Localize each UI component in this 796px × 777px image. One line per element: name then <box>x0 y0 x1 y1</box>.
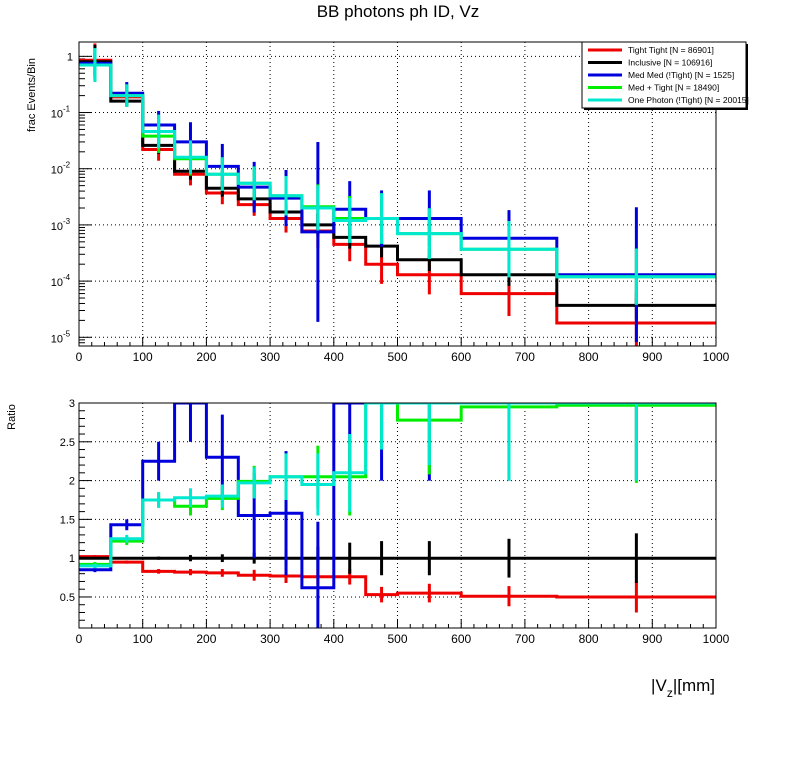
bottom-panel: 0 100 200 300 400 500 600 700 800 900 1000 0.5 1 1.5 2… <box>6 398 730 700</box>
legend-item-onephoton: One Photon (!Tight) [N = 20015] <box>588 95 749 105</box>
top-y-tick-exponent: -2 <box>63 161 71 170</box>
bottom-x-tick-label: 900 <box>642 632 662 646</box>
top-y-tick-exponent: -1 <box>63 105 71 114</box>
bottom-data <box>79 403 716 628</box>
top-x-tick-label: 200 <box>196 350 216 364</box>
bottom-x-tick-label: 200 <box>196 632 216 646</box>
top-y-axis-label: frac Events/Bin <box>26 58 38 132</box>
top-y-tick-exponent: -5 <box>63 329 71 338</box>
legend-label-medmed: Med Med (!Tight) [N = 1525] <box>628 70 734 80</box>
bottom-y-tick-label: 2.5 <box>60 437 75 449</box>
bottom-x-tick-label: 600 <box>451 632 471 646</box>
legend: Tight Tight [N = 86901] Inclusive [N = 10… <box>581 41 749 110</box>
top-panel: 0 100 200 300 400 500 600 700 800 900 100010-510-4… <box>26 41 749 364</box>
bottom-step-line-tight <box>79 555 716 599</box>
bottom-y-tick-label: 0.5 <box>60 592 75 604</box>
bottom-x-tick-label: 700 <box>515 632 535 646</box>
legend-label-medtight: Med + Tight [N = 18490] <box>628 83 719 93</box>
top-data <box>79 43 716 346</box>
legend-item-inclusive: Inclusive [N = 106916] <box>588 58 712 68</box>
legend-item-tight: Tight Tight [N = 86901] <box>588 45 714 55</box>
legend-label-onephoton: One Photon (!Tight) [N = 20015] <box>628 95 749 105</box>
bottom-x-tick-label: 1000 <box>703 632 730 646</box>
top-x-tick-label: 1000 <box>703 350 730 364</box>
legend-item-medtight: Med + Tight [N = 18490] <box>588 83 719 93</box>
bottom-y-tick-label: 2 <box>69 476 75 488</box>
bottom-y-tick-label: 1 <box>69 553 75 565</box>
top-x-tick-label: 700 <box>515 350 535 364</box>
top-y-tick-label: 10 <box>51 277 63 289</box>
top-y-tick-label: 10 <box>51 221 63 233</box>
top-x-tick-label: 600 <box>451 350 471 364</box>
x-axis-label-subscript: z <box>667 686 673 700</box>
x-axis-label: |Vz|[mm] <box>651 676 715 700</box>
bottom-y-tick-label: 3 <box>69 398 75 410</box>
top-y-tick-label: 10 <box>51 109 63 121</box>
top-y-tick-label: 10 <box>51 333 63 345</box>
bottom-x-tick-label: 800 <box>579 632 599 646</box>
top-x-tick-label: 400 <box>324 350 344 364</box>
top-ticks <box>78 55 717 347</box>
x-axis-label-prefix: |V <box>651 676 667 695</box>
bottom-plot-frame <box>78 402 717 629</box>
bottom-series-onephoton <box>79 403 716 569</box>
legend-item-medmed: Med Med (!Tight) [N = 1525] <box>588 70 734 80</box>
top-y-tick-label: 1 <box>67 51 73 63</box>
top-plot-frame <box>78 41 717 347</box>
chart-title: BB photons ph ID, Vz <box>317 2 480 21</box>
bottom-y-tick-label: 1.5 <box>60 514 75 526</box>
bottom-x-tick-label: 400 <box>324 632 344 646</box>
top-x-tick-label: 300 <box>260 350 280 364</box>
bottom-step-line-onephoton <box>79 403 716 568</box>
top-y-tick-label: 10 <box>51 165 63 177</box>
x-axis-label-suffix: |[mm] <box>673 676 715 695</box>
top-y-tick-exponent: -4 <box>63 273 71 282</box>
top-x-tick-label: 0 <box>76 350 83 364</box>
bottom-x-tick-label: 500 <box>387 632 407 646</box>
top-series-onephoton <box>79 48 716 305</box>
top-x-tick-label: 800 <box>579 350 599 364</box>
top-x-tick-label: 100 <box>133 350 153 364</box>
legend-label-tight: Tight Tight [N = 86901] <box>628 45 714 55</box>
top-x-tick-label: 500 <box>387 350 407 364</box>
top-y-tick-exponent: -3 <box>63 217 71 226</box>
legend-label-inclusive: Inclusive [N = 106916] <box>628 58 712 68</box>
bottom-y-axis-label: Ratio <box>6 404 18 430</box>
bottom-x-tick-label: 100 <box>133 632 153 646</box>
top-x-tick-label: 900 <box>642 350 662 364</box>
bottom-x-tick-label: 0 <box>76 632 83 646</box>
bottom-x-tick-label: 300 <box>260 632 280 646</box>
